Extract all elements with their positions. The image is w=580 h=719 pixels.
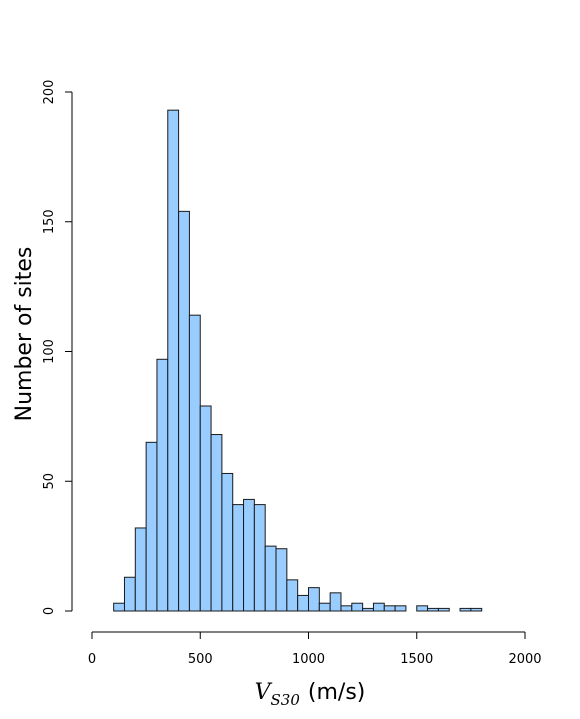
y-axis: 0 50 100 150 200 xyxy=(42,80,73,615)
histogram-bar xyxy=(145,441,158,612)
y-axis-title: Number of sites xyxy=(12,247,37,422)
histogram-bar xyxy=(427,607,439,612)
histogram-bar xyxy=(459,607,472,612)
bars-group xyxy=(113,109,483,612)
histogram-bar xyxy=(210,434,223,612)
x-tick-label: 1000 xyxy=(292,652,325,667)
x-tick-label: 2000 xyxy=(508,652,541,667)
x-tick-label: 1500 xyxy=(400,652,433,667)
histogram-bar xyxy=(123,576,136,612)
histogram-bar xyxy=(329,592,342,612)
x-tick-label: 0 xyxy=(88,652,96,667)
x-axis-subscript: S30 xyxy=(271,691,301,709)
histogram-bar xyxy=(113,602,125,612)
histogram-bar xyxy=(134,527,147,612)
histogram-bar xyxy=(318,602,331,612)
histogram-bar xyxy=(156,358,169,612)
histogram-bar xyxy=(178,210,190,612)
histogram-bar xyxy=(470,607,483,612)
histogram-bar xyxy=(275,548,288,612)
histogram-bar xyxy=(221,472,234,612)
y-tick-label: 0 xyxy=(42,607,57,615)
histogram-bar xyxy=(362,607,374,612)
histogram-bar xyxy=(351,602,364,612)
x-axis-title: VS30 (m/s) xyxy=(255,680,366,709)
y-tick-label: 50 xyxy=(42,473,57,490)
histogram-bar xyxy=(416,605,429,612)
histogram-bar xyxy=(308,587,320,612)
y-tick-label: 200 xyxy=(42,80,57,105)
histogram-bar xyxy=(437,607,450,612)
histogram-bar xyxy=(188,314,201,612)
histogram-bar xyxy=(286,579,299,612)
histogram-bar xyxy=(372,602,385,612)
histogram-bar xyxy=(243,498,255,612)
histogram-bar xyxy=(253,504,266,612)
histogram-bar xyxy=(199,405,212,612)
histogram-bar xyxy=(340,605,353,612)
x-axis-symbol: V xyxy=(255,680,273,705)
x-axis-unit: (m/s) xyxy=(308,680,365,705)
y-tick-label: 100 xyxy=(42,339,57,364)
histogram-bar xyxy=(383,605,396,612)
histogram-bar xyxy=(264,545,277,612)
x-axis: 0 500 1000 1500 2000 xyxy=(88,631,542,667)
histogram-bar xyxy=(394,605,407,612)
y-tick-label: 150 xyxy=(42,209,57,234)
histogram-bar xyxy=(232,504,245,612)
histogram-bar xyxy=(297,594,309,612)
histogram-bar xyxy=(167,109,180,612)
x-tick-label: 500 xyxy=(188,652,213,667)
